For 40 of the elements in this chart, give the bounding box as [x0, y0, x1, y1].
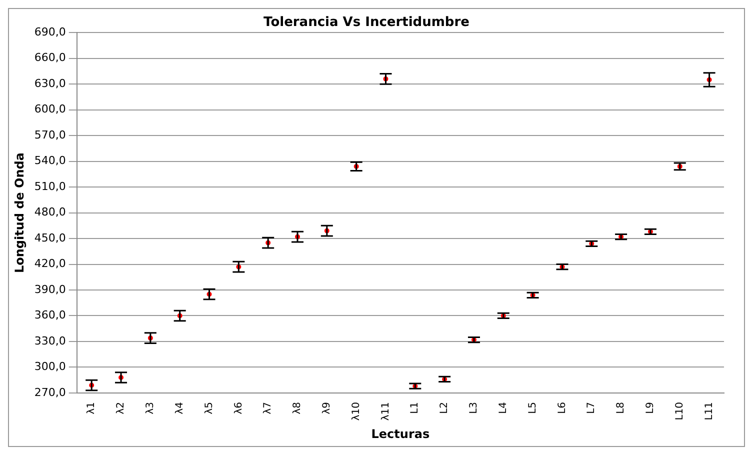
y-tick-label: 540,0: [34, 154, 66, 168]
x-tick-label: L8: [616, 402, 627, 414]
chart-title: Tolerancia Vs Incertidumbre: [264, 15, 470, 30]
x-tick-label: λ10: [350, 402, 362, 421]
y-tick-label: 660,0: [34, 51, 66, 64]
y-tick-label: 480,0: [34, 206, 66, 219]
x-axis-title: Lecturas: [371, 426, 430, 441]
y-tick-label: 690,0: [34, 25, 66, 38]
y-axis-title: Longitud de Onda: [12, 152, 26, 274]
x-tick-label: λ9: [322, 402, 333, 414]
x-tick-label: L11: [704, 402, 715, 420]
x-tick-label: λ3: [145, 402, 156, 414]
y-tick-label: 450,0: [34, 231, 66, 244]
x-tick-label: λ5: [204, 402, 215, 414]
y-tick-label: 630,0: [34, 76, 66, 90]
x-tick-label: λ6: [233, 402, 244, 414]
x-tick-label: λ11: [380, 402, 392, 421]
x-tick-label: λ8: [292, 402, 304, 414]
x-tick-label: L7: [586, 402, 598, 414]
y-tick-label: 420,0: [34, 257, 66, 270]
y-tick-label: 570,0: [34, 128, 66, 142]
y-tick-label: 360,0: [34, 308, 66, 322]
x-tick-label: λ7: [262, 402, 274, 414]
x-tick-label: L9: [645, 402, 656, 414]
x-tick-label: L3: [468, 402, 480, 414]
x-tick-label: L4: [498, 402, 509, 414]
x-tick-label: L5: [527, 402, 538, 414]
y-tick-label: 270,0: [34, 386, 66, 399]
x-tick-label: L10: [674, 402, 686, 420]
x-tick-label: L1: [410, 402, 421, 414]
y-tick-label: 510,0: [34, 180, 66, 193]
x-tick-label: L6: [556, 402, 568, 414]
x-tick-label: λ2: [116, 402, 127, 414]
y-tick-label: 600,0: [34, 102, 66, 116]
y-tick-label: 390,0: [34, 282, 66, 296]
x-tick-label: L2: [439, 402, 450, 414]
x-tick-label: λ1: [86, 402, 98, 414]
y-tick-label: 330,0: [34, 334, 66, 348]
x-tick-label: λ4: [174, 402, 186, 414]
y-tick-label: 300,0: [34, 360, 66, 374]
